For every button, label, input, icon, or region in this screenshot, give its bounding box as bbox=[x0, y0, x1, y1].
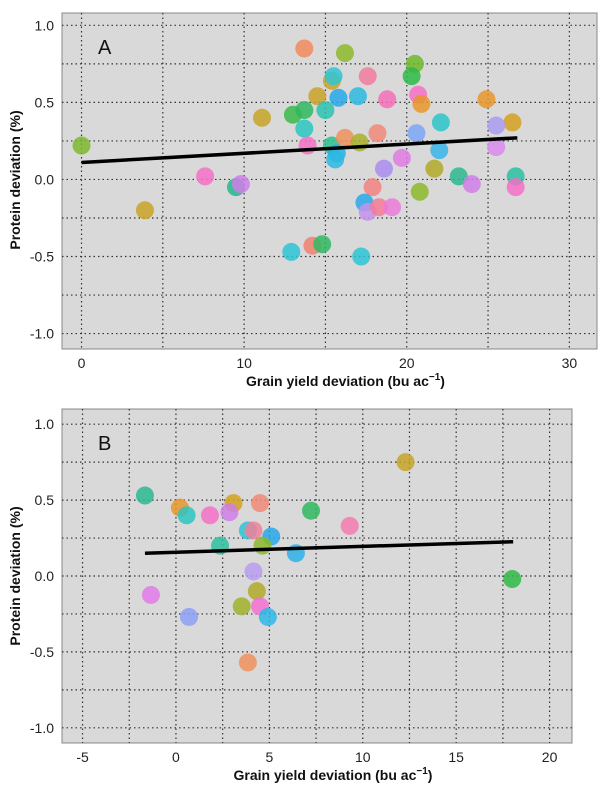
panel-label: B bbox=[98, 433, 111, 455]
data-point bbox=[363, 178, 382, 197]
data-point bbox=[180, 607, 199, 626]
y-tick-label: 0.0 bbox=[35, 568, 55, 584]
data-point bbox=[430, 141, 449, 160]
x-tick-label: 30 bbox=[562, 355, 578, 371]
data-point bbox=[462, 175, 481, 194]
y-tick-label: 0.0 bbox=[35, 171, 55, 187]
data-point bbox=[352, 247, 371, 266]
data-point bbox=[232, 597, 251, 616]
y-tick-label: -0.5 bbox=[30, 249, 54, 265]
x-axis-title-end: ) bbox=[428, 767, 433, 783]
data-point bbox=[378, 90, 397, 109]
data-point bbox=[220, 503, 239, 522]
data-point bbox=[238, 653, 257, 672]
data-point bbox=[335, 44, 354, 63]
data-point bbox=[368, 124, 387, 143]
data-point bbox=[392, 148, 411, 167]
data-point bbox=[200, 506, 219, 525]
data-point bbox=[231, 175, 250, 194]
data-point bbox=[358, 67, 377, 86]
y-tick-label: -0.5 bbox=[30, 644, 54, 660]
data-point bbox=[370, 198, 389, 217]
data-point bbox=[506, 178, 525, 197]
data-point bbox=[72, 136, 91, 155]
y-tick-label: 1.0 bbox=[35, 17, 55, 33]
x-tick-label: 10 bbox=[355, 749, 371, 765]
data-point bbox=[253, 108, 272, 127]
y-axis-title: Protein deviation (%) bbox=[7, 506, 23, 645]
x-tick-label: 20 bbox=[542, 749, 558, 765]
data-point bbox=[247, 582, 266, 601]
x-tick-label: 5 bbox=[265, 749, 273, 765]
regression-line bbox=[144, 539, 514, 555]
x-axis-title: Grain yield deviation (bu ac−1) bbox=[246, 372, 445, 389]
y-tick-label: -1.0 bbox=[30, 720, 54, 736]
y-tick-label: 1.0 bbox=[35, 416, 55, 432]
data-point bbox=[487, 116, 506, 135]
data-point bbox=[410, 182, 429, 201]
data-point bbox=[135, 201, 154, 220]
data-point bbox=[244, 562, 263, 581]
x-tick-label: 0 bbox=[172, 749, 180, 765]
data-point bbox=[324, 67, 343, 86]
data-point bbox=[487, 138, 506, 157]
x-axis-title-main: Grain yield deviation (bu ac bbox=[246, 373, 429, 389]
data-point bbox=[383, 198, 402, 217]
data-point bbox=[503, 570, 522, 589]
panel-label: A bbox=[98, 37, 112, 59]
panel-B: -5 0 5 10 15 20 1.0 0.5 0.0 -0.5 -1.0 B Grain yield … bbox=[7, 408, 573, 783]
x-tick-label: 20 bbox=[399, 355, 415, 371]
data-point bbox=[251, 494, 270, 513]
data-point bbox=[326, 150, 345, 169]
data-point bbox=[425, 159, 444, 178]
data-point bbox=[503, 113, 522, 132]
data-point bbox=[295, 101, 314, 120]
y-axis-title: Protein deviation (%) bbox=[7, 110, 23, 249]
data-point bbox=[135, 486, 154, 505]
data-point bbox=[258, 607, 277, 626]
y-tick-label: 0.5 bbox=[35, 94, 55, 110]
data-point bbox=[402, 67, 421, 86]
data-point bbox=[295, 119, 314, 138]
data-point bbox=[298, 136, 317, 155]
data-point bbox=[329, 88, 348, 107]
data-point bbox=[431, 113, 450, 132]
data-point bbox=[141, 585, 160, 604]
data-point bbox=[244, 521, 263, 540]
x-axis-title-end: ) bbox=[440, 373, 445, 389]
data-point bbox=[308, 87, 327, 106]
x-axis-title-superscript: −1 bbox=[416, 766, 428, 777]
data-point bbox=[348, 87, 367, 106]
data-point bbox=[335, 128, 354, 147]
y-tick-label: -1.0 bbox=[30, 326, 54, 342]
data-point bbox=[196, 167, 215, 186]
data-point bbox=[295, 39, 314, 58]
x-tick-label: 0 bbox=[78, 355, 86, 371]
x-axis-title-superscript: −1 bbox=[429, 372, 441, 383]
plot-area bbox=[61, 408, 573, 744]
data-point bbox=[340, 516, 359, 535]
data-point bbox=[177, 506, 196, 525]
data-point bbox=[282, 242, 301, 261]
data-point bbox=[253, 536, 272, 555]
data-point bbox=[302, 501, 321, 520]
x-axis-title-main: Grain yield deviation (bu ac bbox=[234, 767, 417, 783]
data-point bbox=[374, 159, 393, 178]
x-tick-label: 15 bbox=[448, 749, 464, 765]
panel-A: 0 10 20 30 1.0 0.5 0.0 -0.5 -1.0 A Grain yield dev… bbox=[7, 12, 598, 389]
data-point bbox=[412, 94, 431, 113]
data-point bbox=[313, 235, 332, 254]
data-point bbox=[477, 90, 496, 109]
data-point bbox=[316, 101, 335, 120]
data-point bbox=[407, 124, 426, 143]
x-axis-title: Grain yield deviation (bu ac−1) bbox=[234, 766, 433, 783]
data-point bbox=[396, 453, 415, 472]
regression-line bbox=[81, 136, 518, 165]
x-tick-label: -5 bbox=[76, 749, 89, 765]
x-tick-label: 10 bbox=[236, 355, 252, 371]
data-point bbox=[449, 167, 468, 186]
y-tick-label: 0.5 bbox=[35, 492, 55, 508]
